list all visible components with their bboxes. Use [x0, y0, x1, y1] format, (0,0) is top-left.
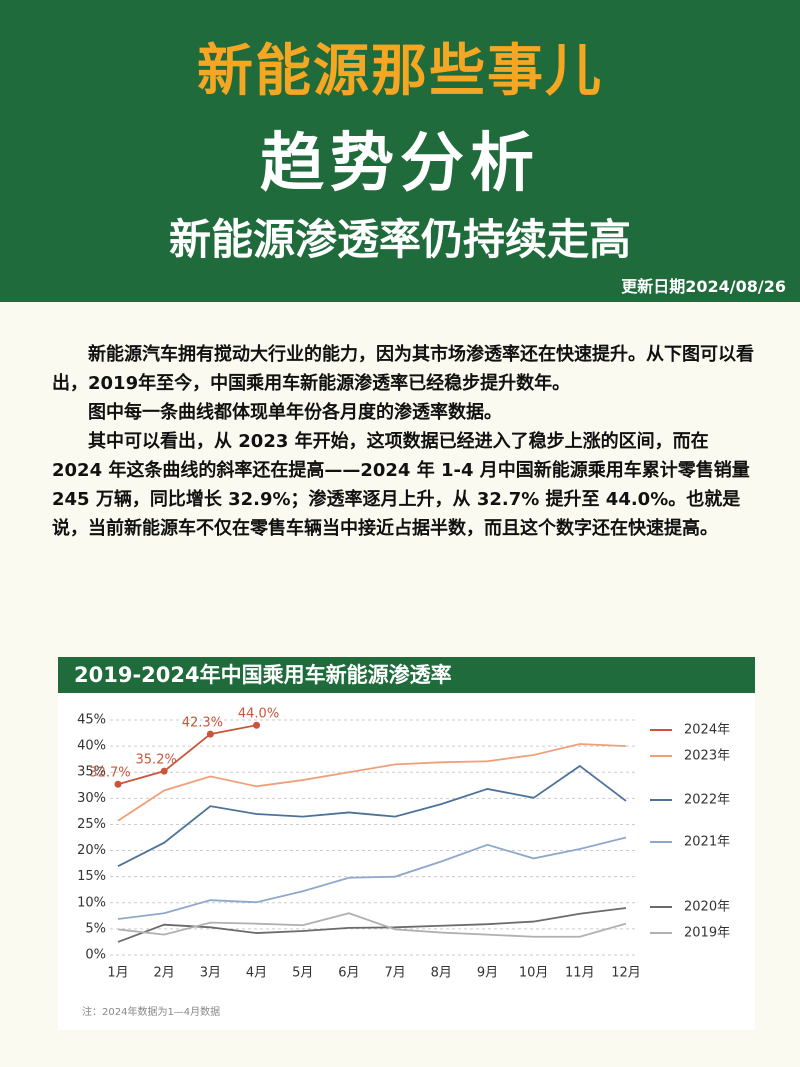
series-line — [117, 912, 627, 938]
update-date: 更新日期2024/08/26 — [621, 277, 786, 296]
x-tick-label: 12月 — [611, 966, 641, 981]
x-tick-label: 3月 — [200, 966, 221, 981]
x-tick-label: 9月 — [477, 966, 498, 981]
data-label: 42.3% — [182, 716, 223, 731]
y-tick-label: 40% — [77, 739, 106, 754]
y-tick-label: 10% — [77, 895, 106, 910]
subtitle: 趋势分析 — [260, 127, 540, 201]
legend-label: 2024年 — [684, 723, 730, 738]
data-label: 44.0% — [238, 707, 279, 722]
y-tick-label: 0% — [85, 948, 106, 963]
data-label: 32.7% — [89, 766, 130, 781]
x-tick-label: 2月 — [154, 966, 175, 981]
y-tick-label: 45% — [77, 713, 106, 728]
y-tick-label: 20% — [77, 843, 106, 858]
legend-label: 2023年 — [684, 749, 730, 764]
paragraph: 新能源汽车拥有搅动大行业的能力，因为其市场渗透率还在快速提升。从下图可以看出，2… — [52, 344, 754, 394]
paragraph: 其中可以看出，从 2023 年开始，这项数据已经进入了稳步上涨的区间，而在 20… — [52, 431, 750, 539]
legend-label: 2022年 — [684, 793, 730, 808]
x-tick-label: 1月 — [107, 966, 128, 981]
y-tick-label: 5% — [85, 921, 106, 936]
y-tick-label: 15% — [77, 869, 106, 884]
chart-card — [58, 657, 755, 1030]
x-tick-label: 7月 — [384, 966, 405, 981]
y-tick-label: 35% — [77, 765, 106, 780]
data-point — [160, 767, 168, 775]
x-tick-label: 4月 — [246, 966, 267, 981]
legend-label: 2019年 — [684, 926, 730, 941]
y-tick-label: 25% — [77, 817, 106, 832]
x-tick-label: 5月 — [292, 966, 313, 981]
chart-title: 2019-2024年中国乘用车新能源渗透率 — [74, 663, 452, 687]
series-line — [117, 764, 627, 868]
x-tick-label: 8月 — [431, 966, 452, 981]
chart: 2019-2024年中国乘用车新能源渗透率 注：2024年数据为1—4月数据 0… — [58, 657, 755, 1030]
chart-note: 注：2024年数据为1—4月数据 — [82, 1005, 220, 1018]
data-point — [114, 780, 122, 788]
paragraph: 图中每一条曲线都体现单年份各月度的渗透率数据。 — [88, 402, 502, 423]
data-point — [253, 721, 261, 729]
series-line — [117, 743, 627, 822]
legend-label: 2021年 — [684, 835, 730, 850]
series-line — [117, 907, 627, 943]
data-label: 35.2% — [136, 753, 177, 768]
series-line — [117, 836, 627, 920]
chart-title-bar — [58, 657, 755, 693]
article: 新能源汽车拥有搅动大行业的能力，因为其市场渗透率还在快速提升。从下图可以看出，2… — [52, 340, 764, 543]
data-point — [206, 730, 214, 738]
title: 新能源那些事儿 — [197, 39, 603, 104]
x-tick-label: 10月 — [519, 966, 549, 981]
header: 新能源那些事儿 趋势分析 新能源渗透率仍持续走高 更新日期2024/08/26 — [0, 0, 800, 302]
legend-label: 2020年 — [684, 900, 730, 915]
y-tick-label: 30% — [77, 791, 106, 806]
x-tick-label: 11月 — [565, 966, 595, 981]
series-line — [117, 724, 257, 786]
headline: 新能源渗透率仍持续走高 — [168, 215, 631, 264]
x-tick-label: 6月 — [338, 966, 359, 981]
